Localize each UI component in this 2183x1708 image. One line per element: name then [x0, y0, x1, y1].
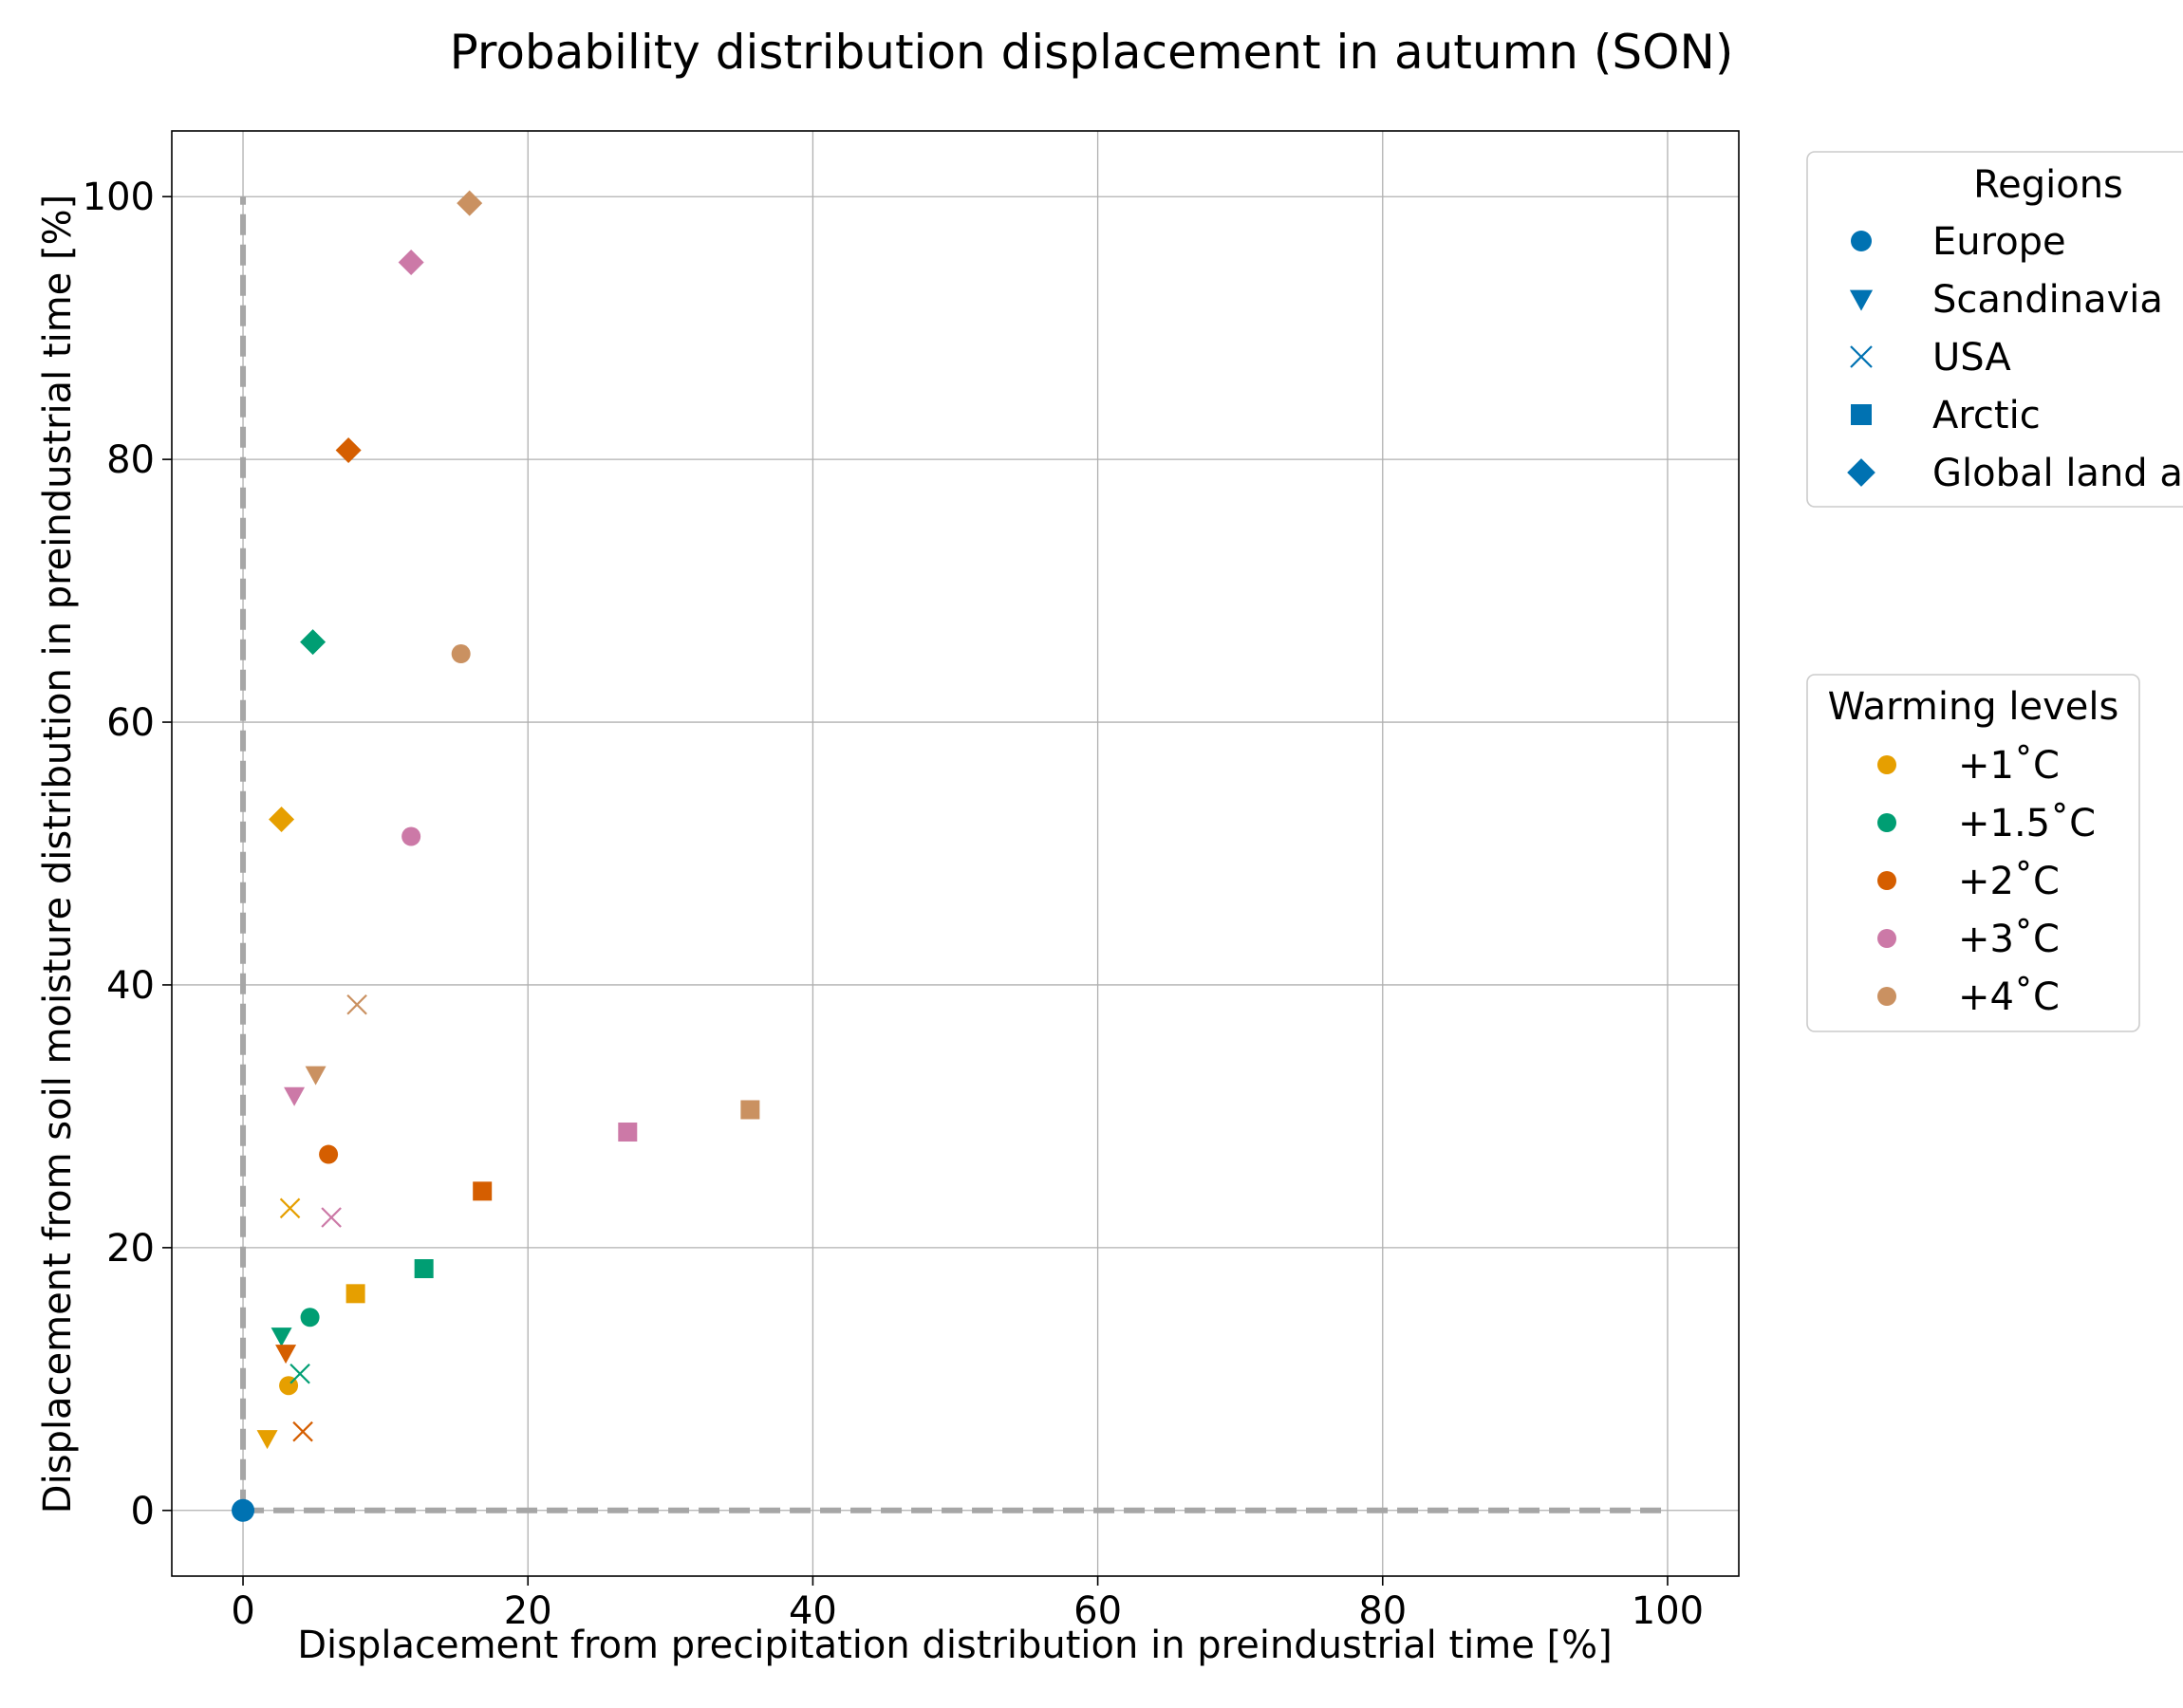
- regions-legend-marker: [1851, 231, 1872, 251]
- data-point-diamond: [398, 249, 424, 275]
- data-point-circle: [451, 644, 471, 664]
- regions-legend-frame: [1806, 151, 2183, 508]
- regions-legend-title: Regions: [1973, 163, 2123, 207]
- reference-point: [232, 1498, 255, 1522]
- regions-legend-label: Europe: [1932, 220, 2066, 264]
- data-point-triangle-down: [271, 1327, 292, 1347]
- data-point-x: [292, 1420, 313, 1442]
- regions-legend-label: USA: [1932, 336, 2011, 380]
- data-point-diamond: [300, 629, 327, 656]
- warming-legend-title: Warming levels: [1828, 685, 2119, 729]
- regions-legend-label: Scandinavia: [1932, 278, 2163, 322]
- regions-legend-marker: [1847, 458, 1875, 487]
- data-point-x: [279, 1197, 301, 1219]
- y-tick-label: 20: [106, 1227, 155, 1271]
- data-point-square: [740, 1100, 760, 1120]
- regions-legend-marker: [1850, 345, 1873, 368]
- x-tick-label: 80: [1358, 1589, 1407, 1633]
- data-point-square: [414, 1259, 434, 1279]
- y-axis-ticks: 0 20 40 60 80 100: [83, 176, 172, 1533]
- data-point-circle: [319, 1144, 339, 1164]
- data-point-diamond: [269, 807, 295, 833]
- y-tick-label: 40: [106, 964, 155, 1008]
- data-point-x: [321, 1207, 342, 1228]
- data-point-x: [289, 1364, 310, 1384]
- regions-legend-label: Arctic: [1932, 394, 2041, 437]
- x-axis-ticks: 0 20 40 60 80 100: [231, 1576, 1704, 1633]
- data-point-diamond: [335, 436, 362, 463]
- warming-legend-label: +4˚C: [1958, 975, 2060, 1019]
- warming-legend-label: +1˚C: [1958, 744, 2060, 788]
- data-point-triangle-down: [275, 1345, 297, 1365]
- y-tick-label: 100: [83, 176, 155, 219]
- warming-legend-marker: [1877, 755, 1896, 774]
- warming-legend-marker: [1877, 871, 1896, 890]
- regions-legend-label: Global land a: [1932, 452, 2183, 495]
- data-point-square: [345, 1284, 365, 1304]
- data-point-triangle-down: [256, 1430, 278, 1450]
- data-point-square: [473, 1181, 493, 1201]
- x-tick-label: 40: [789, 1589, 837, 1633]
- data-point-square: [618, 1123, 638, 1142]
- data-point-circle: [300, 1308, 320, 1327]
- x-tick-label: 100: [1632, 1589, 1704, 1633]
- x-axis-label: Displacement from precipitation distribu…: [297, 1624, 1613, 1667]
- warming-legend-marker: [1877, 929, 1896, 948]
- data-point-triangle-down: [284, 1086, 306, 1106]
- chart-title: Probability distribution displacement in…: [450, 25, 1734, 80]
- y-axis-label: Displacement from soil moisture distribu…: [36, 195, 80, 1513]
- regions-legend-marker: [1849, 289, 1874, 311]
- y-tick-label: 60: [106, 701, 155, 745]
- warming-legend-marker: [1877, 987, 1896, 1006]
- data-point-diamond: [457, 190, 483, 216]
- plot-area-frame: [171, 130, 1740, 1577]
- warming-legend: Warming levels +1˚C +1.5˚C +2˚C +3˚C +4˚C: [1806, 674, 2140, 1032]
- warming-legend-label: +2˚C: [1958, 860, 2060, 903]
- x-tick-label: 0: [231, 1589, 254, 1633]
- regions-legend: Regions Europe Scandinavia USA Arctic Global…: [1806, 151, 2183, 508]
- grid-lines: [172, 131, 1739, 1576]
- y-tick-label: 0: [131, 1490, 155, 1533]
- x-tick-label: 60: [1073, 1589, 1122, 1633]
- reference-lines: [240, 196, 1668, 1513]
- data-point-x: [346, 993, 367, 1015]
- data-point-circle: [401, 826, 421, 846]
- warming-legend-label: +3˚C: [1958, 918, 2060, 961]
- data-points: [232, 190, 760, 1522]
- x-tick-label: 20: [504, 1589, 552, 1633]
- regions-legend-marker: [1851, 404, 1872, 425]
- warming-legend-marker: [1877, 813, 1896, 832]
- data-point-triangle-down: [305, 1066, 327, 1086]
- y-tick-label: 80: [106, 438, 155, 482]
- warming-legend-label: +1.5˚C: [1958, 802, 2096, 845]
